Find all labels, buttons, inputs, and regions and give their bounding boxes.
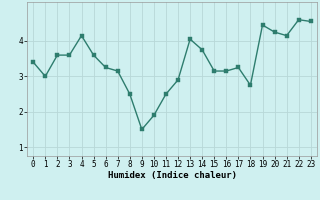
X-axis label: Humidex (Indice chaleur): Humidex (Indice chaleur)	[108, 171, 236, 180]
